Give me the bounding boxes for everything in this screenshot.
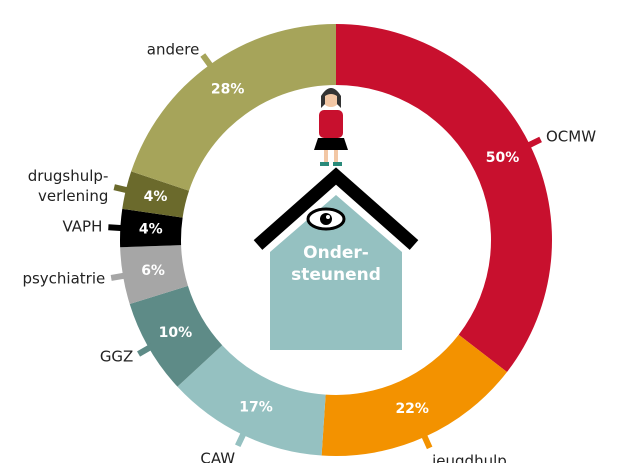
value-label: 22% xyxy=(395,401,429,417)
category-label: jeugdhulp xyxy=(431,452,507,463)
category-label: psychiatrie xyxy=(22,269,105,287)
leader-line xyxy=(420,432,433,450)
leader-line xyxy=(108,224,125,232)
leader-line xyxy=(235,430,248,448)
donut-segment xyxy=(177,345,326,456)
person-icon xyxy=(314,88,348,166)
value-label: 10% xyxy=(159,325,193,341)
house-icon xyxy=(253,167,419,350)
donut-segment xyxy=(131,24,336,191)
center-label: Onder- xyxy=(303,243,369,263)
value-label: 50% xyxy=(486,150,520,166)
leader-line xyxy=(113,184,131,194)
value-label: 28% xyxy=(211,81,245,97)
category-label: GGZ xyxy=(100,348,134,366)
category-label: drugshulp-verlening xyxy=(28,166,109,204)
donut-segment xyxy=(336,24,552,372)
value-label: 4% xyxy=(139,222,163,238)
leader-line xyxy=(524,136,542,150)
category-label: OCMW xyxy=(546,127,596,145)
category-label: andere xyxy=(147,41,200,59)
center-label: steunend xyxy=(291,265,381,285)
value-label: 4% xyxy=(144,189,168,205)
leader-line xyxy=(200,53,215,70)
value-label: 17% xyxy=(239,399,273,415)
donut-segment xyxy=(321,334,507,456)
donut-segment xyxy=(129,285,223,387)
category-label: CAW xyxy=(200,450,235,463)
category-label: VAPH xyxy=(62,217,102,235)
leader-line xyxy=(137,343,154,357)
value-label: 6% xyxy=(141,263,165,279)
donut-segment xyxy=(120,208,183,248)
donut-segment xyxy=(120,245,188,304)
donut-segment xyxy=(122,171,190,218)
leader-line xyxy=(110,272,128,281)
